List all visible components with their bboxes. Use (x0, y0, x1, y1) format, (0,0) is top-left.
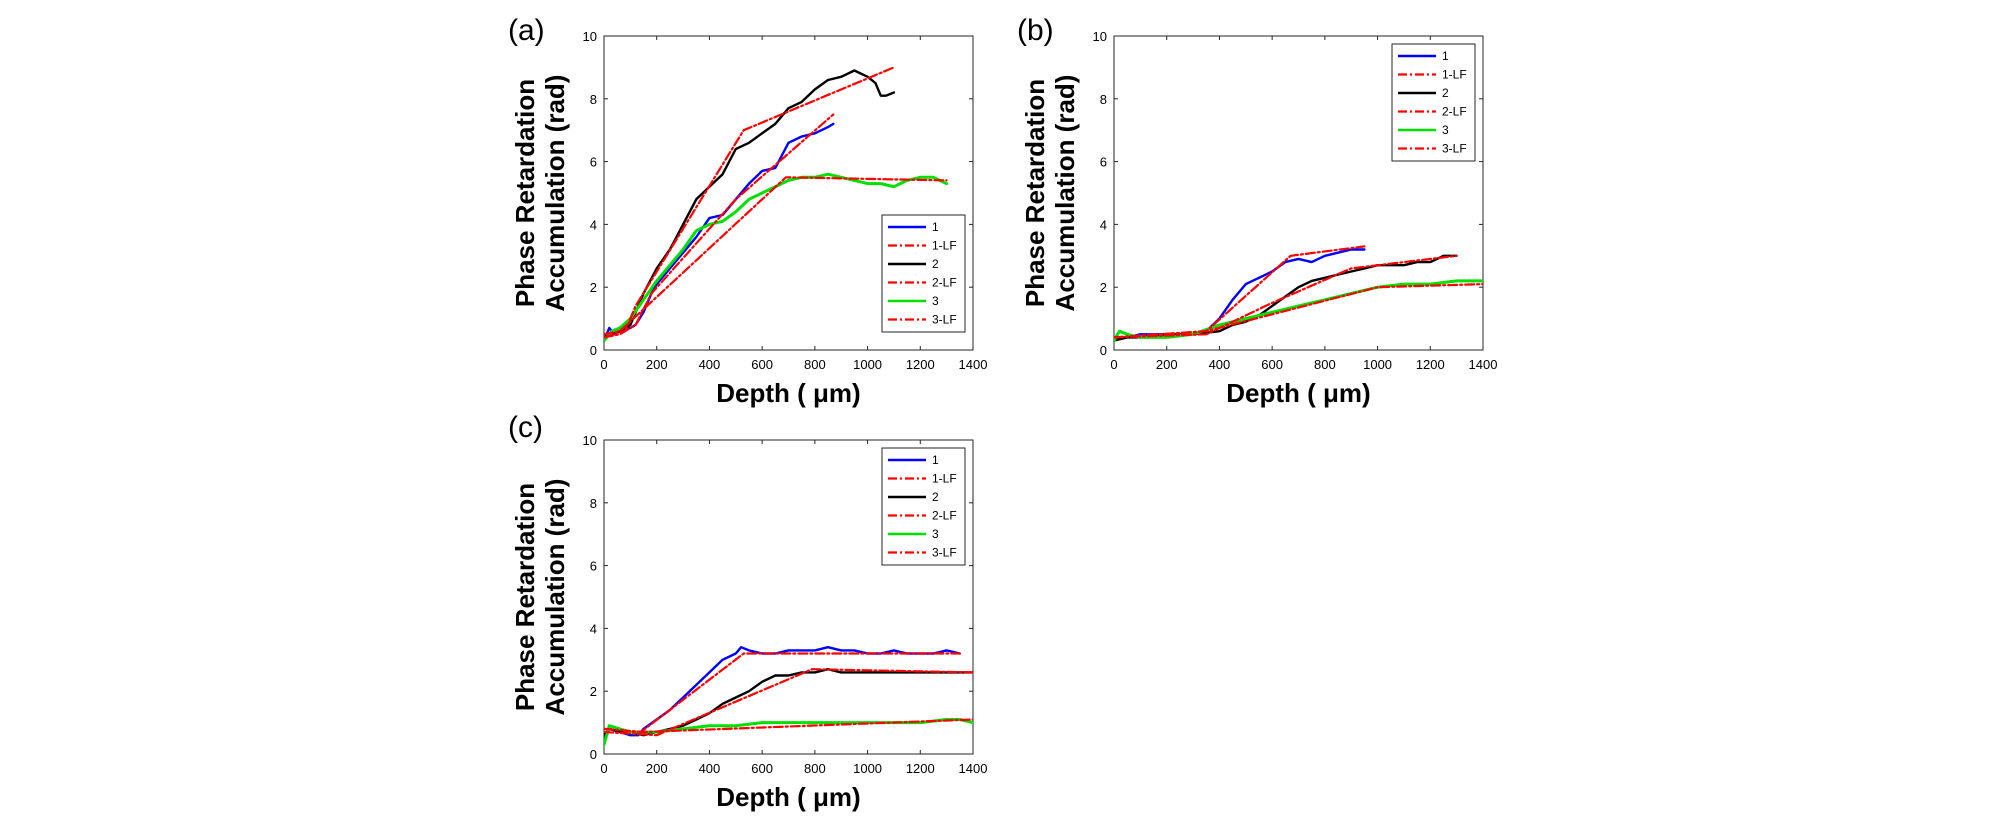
series-line-2-LF (604, 668, 973, 737)
y-tick-label: 4 (590, 621, 597, 636)
legend-label: 2-LF (932, 509, 957, 523)
y-tick-label: 10 (583, 29, 597, 44)
y-tick-label: 0 (590, 747, 597, 762)
y-axis-title-line1: Phase Retardation (1020, 79, 1050, 307)
y-tick-label: 6 (590, 559, 597, 574)
legend-box (881, 447, 966, 566)
legend-label: 3-LF (1442, 142, 1467, 156)
x-tick-label: 1400 (959, 761, 988, 776)
y-tick-label: 2 (1100, 280, 1107, 295)
y-axis-title-line1: Phase Retardation (510, 483, 540, 711)
series-line-3-LF (604, 176, 948, 336)
legend: 1 1-LF 2 2-LF 3 3-LF (881, 447, 966, 566)
legend-label: 3 (932, 294, 939, 308)
series-line-3-LF (1114, 283, 1483, 339)
legend: 1 1-LF 2 2-LF 3 3-LF (881, 214, 966, 333)
panel-label: (c) (508, 411, 543, 444)
y-tick-label: 2 (590, 684, 597, 699)
legend-label: 2 (932, 490, 939, 504)
x-tick-label: 0 (600, 357, 607, 372)
x-tick-label: 0 (600, 761, 607, 776)
legend-box (1391, 43, 1476, 162)
y-tick-label: 10 (1093, 29, 1107, 44)
panel-label: (a) (508, 14, 545, 47)
y-tick-label: 6 (590, 155, 597, 170)
x-tick-label: 800 (804, 357, 826, 372)
x-tick-label: 1400 (959, 357, 988, 372)
x-axis-title: Depth ( μm) (716, 782, 860, 812)
y-tick-label: 8 (590, 496, 597, 511)
y-axis-title-line2: Accumulation (rad) (540, 479, 570, 716)
chart-panel-2: (c) 0 200 400 600 800 1000 1200 1400 0 2 4 6 8 10 Depth… (508, 411, 987, 812)
y-tick-label: 0 (1100, 343, 1107, 358)
series-line-2-LF (604, 66, 896, 339)
x-axis-title: Depth ( μm) (1226, 378, 1370, 408)
y-tick-label: 2 (590, 280, 597, 295)
chart-panel-1: (b) 0 200 400 600 800 1000 1200 1400 0 2 4 6 8 10 Depth… (1017, 14, 1497, 408)
legend-box (881, 214, 966, 333)
x-tick-label: 1200 (906, 357, 935, 372)
y-tick-label: 10 (583, 433, 597, 448)
x-tick-label: 800 (804, 761, 826, 776)
legend-label: 1 (1442, 49, 1449, 63)
x-tick-label: 400 (1209, 357, 1231, 372)
chart-panel-0: (a) 0 200 400 600 800 1000 1200 1400 0 2 4 6 8 10 Depth… (508, 14, 987, 408)
x-tick-label: 600 (751, 357, 773, 372)
legend-label: 1-LF (932, 239, 957, 253)
legend-label: 2-LF (1442, 105, 1467, 119)
x-tick-label: 0 (1110, 357, 1117, 372)
y-tick-label: 8 (590, 92, 597, 107)
y-axis-title-line1: Phase Retardation (510, 79, 540, 307)
y-axis-title-line2: Accumulation (rad) (540, 75, 570, 312)
legend-label: 3 (1442, 123, 1449, 137)
series-line-3-LF (604, 718, 973, 734)
x-tick-label: 1200 (906, 761, 935, 776)
legend-label: 2 (1442, 86, 1449, 100)
legend-label: 1-LF (1442, 68, 1467, 82)
legend-label: 1-LF (932, 472, 957, 486)
panel-label: (b) (1017, 14, 1054, 47)
y-tick-label: 4 (590, 217, 597, 232)
x-tick-label: 1000 (1363, 357, 1392, 372)
x-tick-label: 1200 (1416, 357, 1445, 372)
legend-label: 3-LF (932, 546, 957, 560)
legend-label: 2 (932, 257, 939, 271)
x-tick-label: 400 (699, 357, 721, 372)
x-tick-label: 600 (751, 761, 773, 776)
x-tick-label: 800 (1314, 357, 1336, 372)
y-tick-label: 4 (1100, 217, 1107, 232)
y-tick-label: 8 (1100, 92, 1107, 107)
x-tick-label: 400 (699, 761, 721, 776)
series-line-2-LF (1114, 254, 1458, 339)
x-axis-title: Depth ( μm) (716, 378, 860, 408)
y-tick-label: 0 (590, 343, 597, 358)
x-tick-label: 1000 (853, 357, 882, 372)
legend-label: 2-LF (932, 276, 957, 290)
legend: 1 1-LF 2 2-LF 3 3-LF (1391, 43, 1476, 162)
x-tick-label: 200 (646, 357, 668, 372)
x-tick-label: 1000 (853, 761, 882, 776)
legend-label: 1 (932, 220, 939, 234)
y-axis-title-line2: Accumulation (rad) (1050, 75, 1080, 312)
x-tick-label: 600 (1261, 357, 1283, 372)
legend-label: 1 (932, 453, 939, 467)
legend-label: 3 (932, 527, 939, 541)
y-tick-label: 6 (1100, 155, 1107, 170)
series-line-3 (604, 172, 949, 343)
x-tick-label: 1400 (1469, 357, 1498, 372)
legend-label: 3-LF (932, 313, 957, 327)
x-tick-label: 200 (646, 761, 668, 776)
x-tick-label: 200 (1156, 357, 1178, 372)
